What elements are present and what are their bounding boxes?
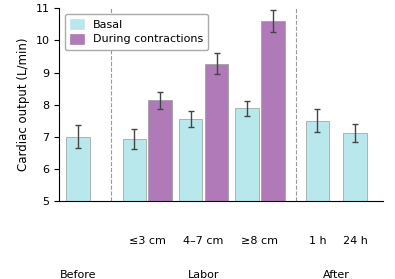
Bar [66,137,90,201]
Bar [205,64,228,201]
Text: 1 h: 1 h [308,235,326,246]
Bar [261,21,284,201]
Bar [343,133,367,201]
Text: After
delivery: After delivery [314,270,359,279]
Bar [179,119,202,201]
Text: 4–7 cm: 4–7 cm [183,235,224,246]
Legend: Basal, During contractions: Basal, During contractions [65,14,209,50]
Text: ≥8 cm: ≥8 cm [241,235,278,246]
Bar [149,100,172,201]
Text: Labor: Labor [188,270,219,279]
Bar [235,109,259,201]
Text: ≤3 cm: ≤3 cm [129,235,166,246]
Y-axis label: Cardiac output (L/min): Cardiac output (L/min) [17,38,30,171]
Bar [122,139,146,201]
Bar [306,121,329,201]
Text: Before
labor: Before labor [60,270,96,279]
Text: 24 h: 24 h [342,235,367,246]
